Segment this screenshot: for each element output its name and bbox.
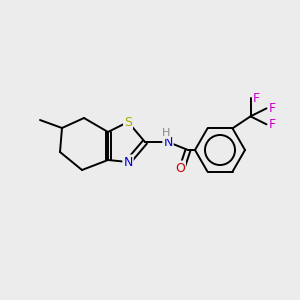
Text: H: H: [162, 128, 170, 138]
Text: S: S: [124, 116, 132, 128]
Text: N: N: [163, 136, 173, 148]
Text: N: N: [123, 155, 133, 169]
Text: F: F: [269, 118, 276, 131]
Text: F: F: [253, 92, 260, 105]
Text: O: O: [175, 161, 185, 175]
Text: F: F: [269, 102, 276, 115]
